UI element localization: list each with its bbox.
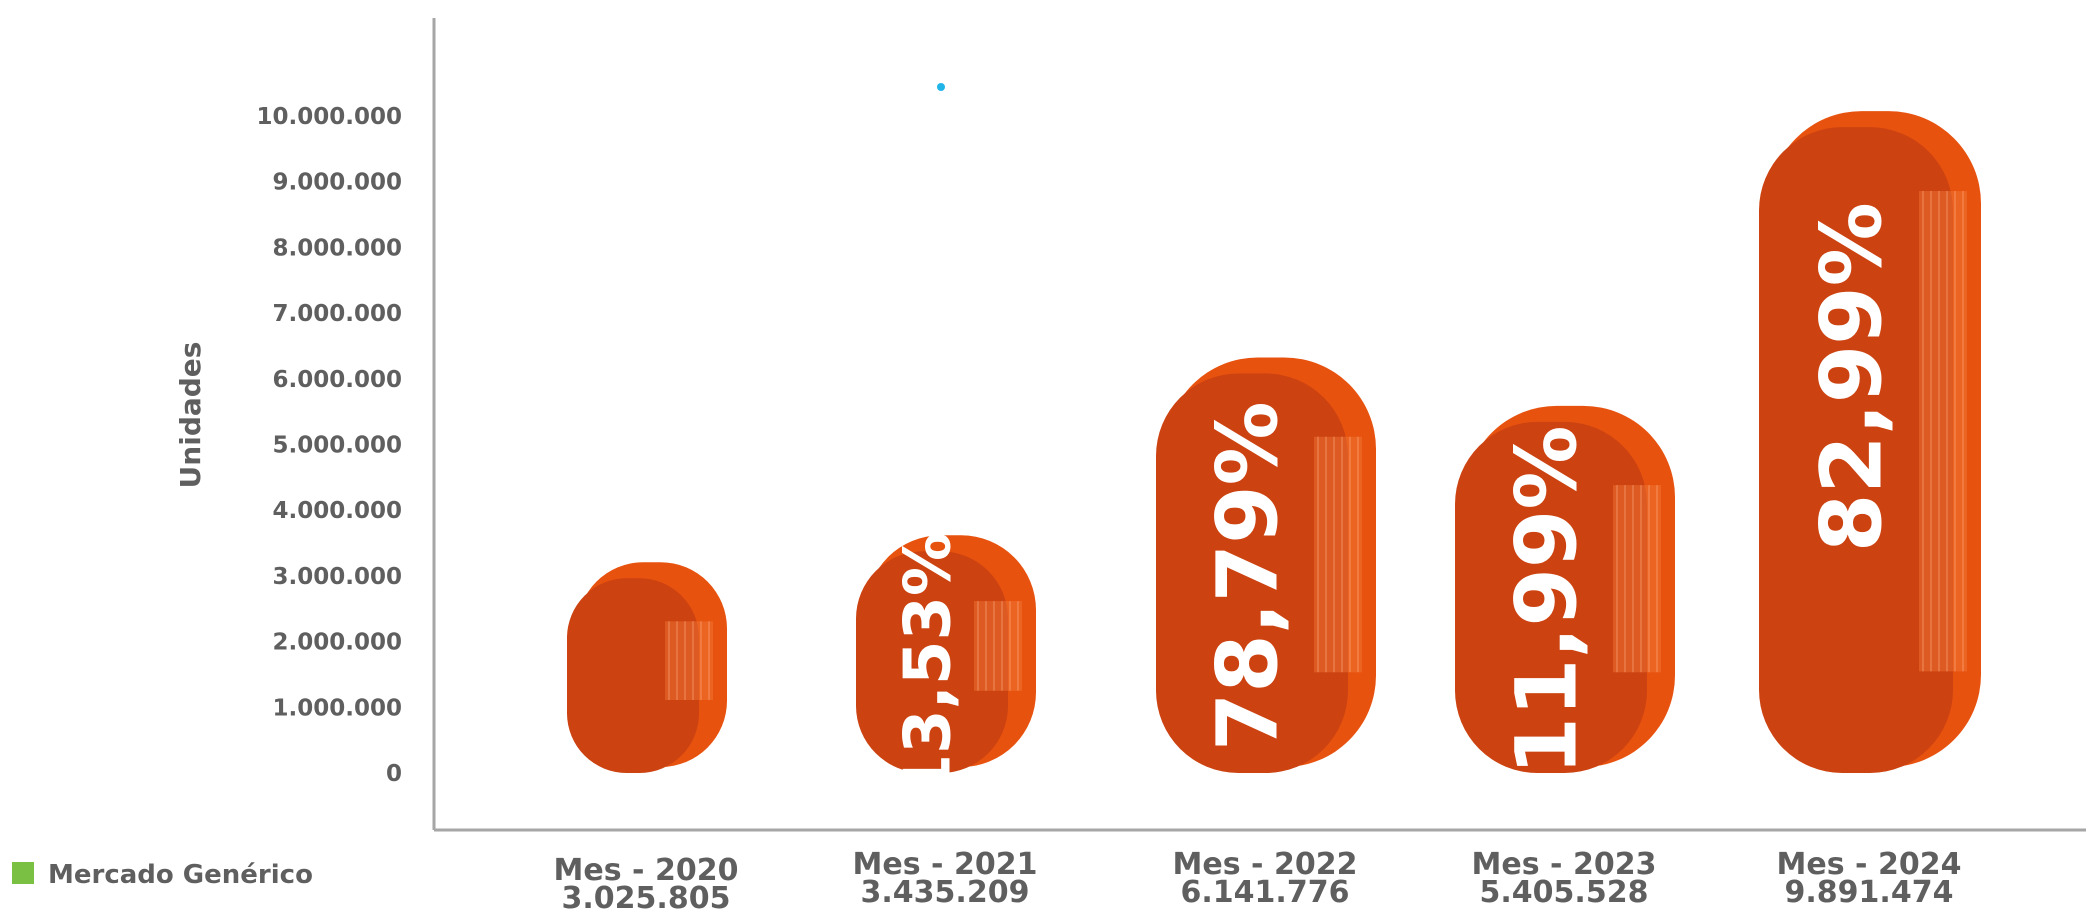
y-tick-labels: 0 1.000.000 2.000.000 3.000.000 4.000.000 5.0… — [256, 104, 402, 787]
bar-face — [1759, 127, 1953, 774]
legend-label: Mercado Genérico — [48, 860, 313, 890]
legend-swatch — [12, 862, 34, 884]
growth-label: 78,79% — [1198, 401, 1296, 751]
decorative-dot — [937, 83, 945, 91]
value-label: 9.891.474 — [1785, 875, 1954, 910]
y-tick-label: 1.000.000 — [273, 695, 403, 721]
category-label: Mes - 2024 — [1777, 847, 1962, 882]
y-tick-label: 2.000.000 — [273, 630, 403, 656]
y-tick-label: 5.000.000 — [273, 433, 403, 459]
bar: 82,99% — [1759, 111, 1981, 774]
bar-face — [567, 578, 699, 773]
bar-stripe — [1314, 436, 1362, 673]
category-label: Mes - 2022 — [1173, 847, 1358, 882]
bar: 11,99% — [1455, 405, 1675, 775]
growth-label: 82,99% — [1802, 202, 1900, 552]
bar: 78,79% — [1156, 357, 1376, 773]
y-tick-label: 3.000.000 — [273, 564, 403, 590]
y-tick-label: 7.000.000 — [273, 301, 403, 327]
bar-stripe — [974, 601, 1022, 691]
growth-label: 13,53% — [891, 532, 965, 799]
bar-face — [856, 551, 1008, 773]
growth-label: 11,99% — [1497, 425, 1595, 775]
bar-face — [1455, 421, 1647, 773]
category-label: Mes - 2020 — [554, 853, 739, 888]
bar — [567, 562, 727, 773]
value-label: 3.025.805 — [562, 881, 731, 910]
bar-stripe — [1919, 191, 1967, 672]
y-tick-label: 0 — [386, 761, 402, 787]
y-tick-label: 6.000.000 — [273, 367, 403, 393]
value-label: 3.435.209 — [861, 875, 1030, 910]
value-label: 6.141.776 — [1181, 875, 1350, 910]
y-tick-label: 8.000.000 — [273, 235, 403, 261]
y-tick-label: 4.000.000 — [273, 498, 403, 524]
legend: Mercado Genérico — [12, 860, 313, 890]
bar-face — [1156, 373, 1348, 773]
y-tick-label: 10.000.000 — [256, 104, 402, 130]
bar-stripe — [1613, 485, 1661, 673]
bar: 13,53% — [856, 532, 1036, 799]
y-axis-label: Unidades — [174, 342, 207, 489]
category-label: Mes - 2023 — [1472, 847, 1657, 882]
bar-stripe — [665, 621, 713, 701]
value-label: 5.405.528 — [1480, 875, 1649, 910]
y-tick-label: 9.000.000 — [273, 170, 403, 196]
category-label: Mes - 2021 — [853, 847, 1038, 882]
axes — [432, 18, 2086, 832]
bars: 13,53% 78,79% 11,99% 82,99% — [567, 111, 1981, 798]
